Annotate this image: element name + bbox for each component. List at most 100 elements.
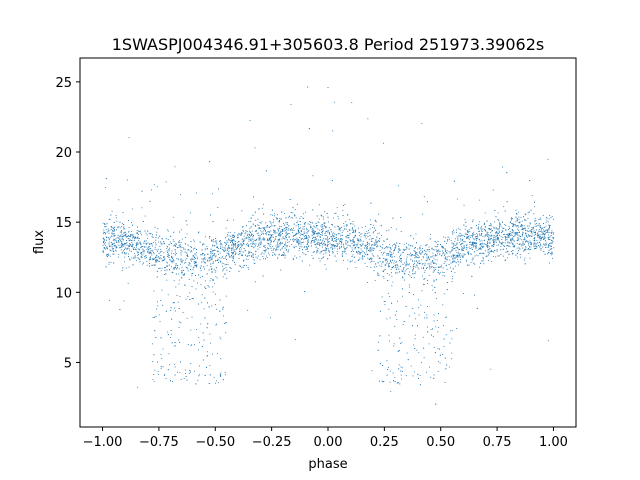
data-point <box>461 243 463 245</box>
data-point <box>322 228 324 230</box>
data-point <box>393 249 395 251</box>
data-point <box>423 284 425 285</box>
data-point <box>431 248 433 250</box>
data-point <box>123 252 125 253</box>
data-point <box>341 238 343 240</box>
data-point <box>262 228 264 230</box>
data-point <box>267 243 269 245</box>
data-point <box>274 238 276 240</box>
data-point <box>509 246 511 247</box>
data-point <box>202 258 204 260</box>
data-point <box>102 250 104 252</box>
data-point <box>338 246 340 248</box>
data-point <box>536 246 538 248</box>
data-point <box>340 240 342 242</box>
data-point <box>222 249 224 250</box>
data-point <box>250 252 252 253</box>
data-point <box>451 256 453 258</box>
data-point <box>324 233 326 234</box>
data-point <box>431 247 433 249</box>
data-point <box>191 251 193 253</box>
data-point <box>326 244 328 246</box>
data-point <box>473 243 475 244</box>
data-point <box>147 252 149 254</box>
data-point <box>400 259 402 261</box>
data-point <box>306 246 308 248</box>
data-point <box>276 247 278 248</box>
data-point <box>135 243 137 244</box>
data-point <box>370 224 372 225</box>
data-point <box>427 282 428 284</box>
data-point <box>446 289 448 291</box>
data-point <box>322 229 324 231</box>
data-point <box>358 227 359 229</box>
data-point <box>202 243 204 245</box>
data-point <box>251 230 253 232</box>
data-point <box>241 210 243 212</box>
data-point <box>254 263 256 264</box>
data-point <box>516 218 518 220</box>
data-point <box>129 243 131 245</box>
data-point <box>194 253 196 255</box>
data-point <box>303 218 305 219</box>
data-point <box>320 251 322 253</box>
data-point <box>413 371 415 373</box>
data-point <box>223 315 225 317</box>
data-point <box>176 243 178 245</box>
data-point <box>411 245 413 247</box>
data-point <box>403 272 405 274</box>
data-point <box>459 249 460 250</box>
data-point <box>374 245 376 246</box>
data-point <box>307 237 309 239</box>
data-point <box>131 208 133 210</box>
data-point <box>534 225 536 227</box>
data-point <box>216 260 218 262</box>
data-point <box>406 258 408 260</box>
data-point <box>169 247 171 249</box>
data-point <box>467 252 469 254</box>
data-point <box>131 241 133 243</box>
data-point <box>297 241 299 243</box>
data-point <box>199 365 200 367</box>
data-point <box>160 366 162 368</box>
data-point <box>112 250 114 252</box>
data-point <box>257 232 259 234</box>
data-point <box>239 250 241 252</box>
data-point <box>394 256 395 258</box>
data-point <box>344 228 346 230</box>
data-point <box>509 233 510 235</box>
data-point <box>305 248 307 250</box>
data-point <box>529 249 531 251</box>
data-point <box>160 251 161 253</box>
data-point <box>426 317 428 319</box>
data-point <box>399 256 400 258</box>
data-point <box>548 237 550 239</box>
data-point <box>128 230 130 232</box>
data-point <box>104 223 106 224</box>
data-point <box>239 265 241 267</box>
data-point <box>342 259 344 261</box>
data-point <box>348 234 350 236</box>
data-point <box>535 220 537 222</box>
data-point <box>157 256 159 258</box>
data-point <box>165 237 167 239</box>
data-point <box>137 257 139 259</box>
data-point <box>474 294 475 296</box>
data-point <box>319 229 321 231</box>
data-point <box>465 246 467 248</box>
data-point <box>264 239 266 241</box>
data-point <box>170 333 172 335</box>
data-point <box>383 252 384 254</box>
data-point <box>314 251 316 253</box>
data-point <box>184 251 186 253</box>
data-point <box>317 232 319 234</box>
data-point <box>178 339 180 341</box>
data-point <box>420 304 422 306</box>
data-point <box>111 230 113 232</box>
data-point <box>278 239 280 241</box>
data-point <box>376 243 378 245</box>
data-point <box>481 229 483 231</box>
data-point <box>521 223 522 225</box>
data-point <box>472 262 474 264</box>
data-point <box>277 239 279 241</box>
